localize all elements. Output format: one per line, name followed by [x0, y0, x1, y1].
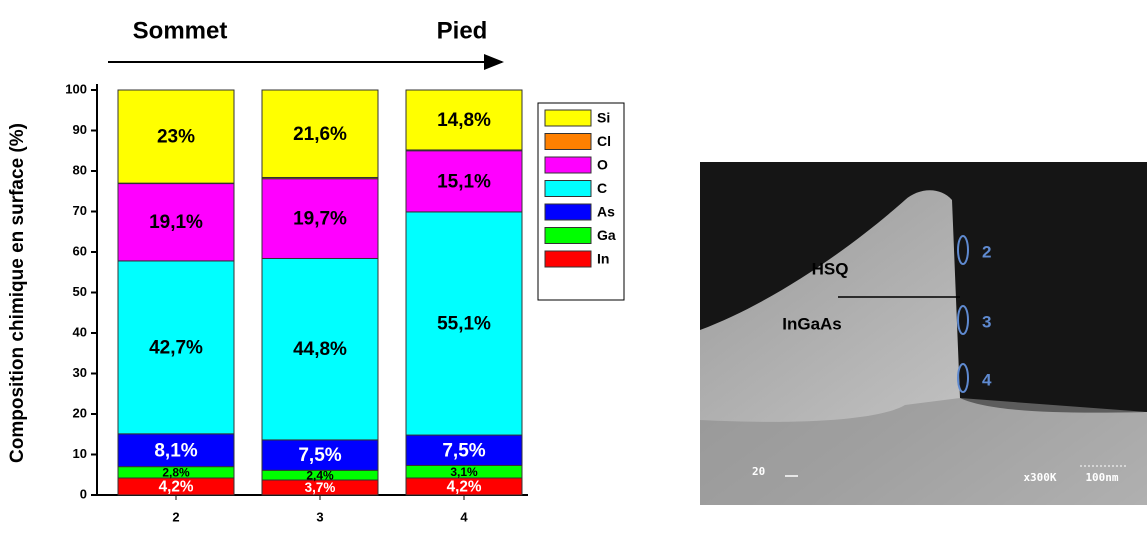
y-tick-label: 100: [65, 81, 87, 96]
value-label: 19,1%: [149, 212, 203, 233]
legend-swatch: [545, 134, 591, 150]
value-label: 19,7%: [293, 209, 347, 230]
legend-label: C: [597, 180, 607, 196]
value-label: 7,5%: [442, 440, 485, 461]
position-label: 4: [982, 370, 992, 389]
legend-label: O: [597, 157, 608, 173]
annotation: Pied: [437, 17, 488, 44]
y-tick-label: 60: [73, 243, 87, 258]
value-label: 2,8%: [162, 465, 190, 479]
value-label: 15,1%: [437, 171, 491, 192]
position-label: 2: [982, 242, 991, 261]
value-label: 21,6%: [293, 124, 347, 145]
value-label: 7,5%: [298, 445, 341, 466]
legend-swatch: [545, 204, 591, 220]
y-tick-label: 10: [73, 446, 87, 461]
legend-label: As: [597, 204, 615, 220]
x-tick-label: 4: [460, 509, 468, 524]
y-tick-label: 90: [73, 122, 87, 137]
legend-label: In: [597, 251, 609, 267]
legend-swatch: [545, 157, 591, 173]
value-label: 14,8%: [437, 110, 491, 131]
value-label: 3,1%: [450, 465, 478, 479]
legend-swatch: [545, 228, 591, 244]
value-label: 4,2%: [159, 479, 194, 496]
value-label: 42,7%: [149, 337, 203, 358]
magnification: x300K: [1023, 471, 1056, 484]
value-label: 44,8%: [293, 339, 347, 360]
annotation: Sommet: [133, 17, 228, 44]
legend-swatch: [545, 251, 591, 267]
y-tick-label: 80: [73, 162, 87, 177]
layer-label: HSQ: [812, 259, 849, 278]
value-label: 4,2%: [447, 479, 482, 496]
sem-image: HSQ InGaAs 2 3 4 20 x300K 100nm: [700, 162, 1147, 505]
y-tick-label: 40: [73, 324, 87, 339]
legend-label: Si: [597, 110, 610, 126]
x-tick-label: 2: [172, 509, 179, 524]
scale-label: 20: [752, 465, 765, 478]
x-tick-label: 3: [316, 509, 323, 524]
y-tick-label: 30: [73, 365, 87, 380]
legend-label: Cl: [597, 133, 611, 149]
layer-label: InGaAs: [782, 314, 842, 333]
legend-swatch: [545, 110, 591, 126]
y-tick-label: 20: [73, 405, 87, 420]
value-label: 23%: [157, 127, 195, 148]
scale-bar-label: 100nm: [1085, 471, 1118, 484]
legend-swatch: [545, 181, 591, 197]
position-label: 3: [982, 312, 991, 331]
legend-label: Ga: [597, 227, 616, 243]
legend-box: [538, 103, 624, 300]
y-tick-label: 70: [73, 203, 87, 218]
y-axis-label: Composition chimique en surface (%): [7, 123, 28, 463]
value-label: 55,1%: [437, 313, 491, 334]
value-label: 8,1%: [154, 440, 197, 461]
y-tick-label: 0: [80, 486, 87, 501]
y-tick-label: 50: [73, 284, 87, 299]
